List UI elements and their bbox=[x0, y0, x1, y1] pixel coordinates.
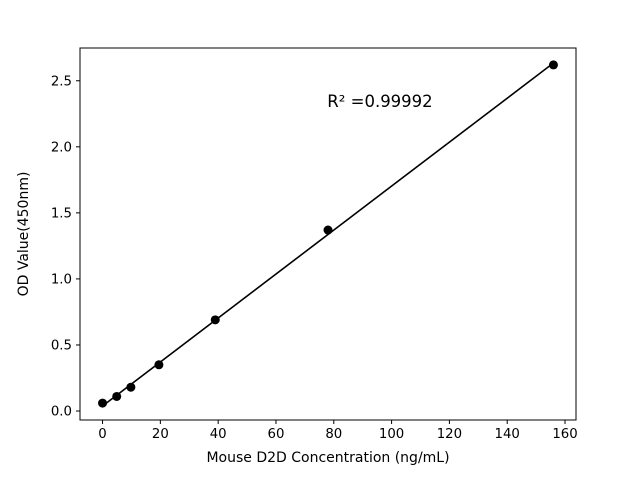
x-tick-label: 140 bbox=[495, 427, 520, 442]
y-axis-label: OD Value(450nm) bbox=[16, 172, 32, 297]
y-tick-label: 1.5 bbox=[51, 207, 72, 222]
data-point bbox=[112, 391, 122, 401]
data-point bbox=[323, 225, 333, 235]
data-point bbox=[154, 360, 164, 370]
data-point bbox=[210, 315, 220, 325]
plot-border bbox=[79, 47, 577, 421]
r-squared-annotation: R² =0.99992 bbox=[327, 92, 432, 111]
x-tick-label: 100 bbox=[379, 427, 404, 442]
data-point bbox=[126, 382, 136, 392]
y-tick-label: 2.5 bbox=[51, 74, 72, 89]
data-point bbox=[98, 398, 108, 408]
x-axis-label: Mouse D2D Concentration (ng/mL) bbox=[206, 450, 449, 466]
x-tick-label: 40 bbox=[210, 427, 227, 442]
y-tick-label: 0.0 bbox=[51, 405, 72, 420]
x-tick-label: 80 bbox=[325, 427, 342, 442]
x-tick-label: 0 bbox=[98, 427, 106, 442]
plot-layer: 0 20 40 60 80 100 120 140 160 0.0 0.5 1.0 1.5 2.0 2.5 bbox=[51, 47, 578, 442]
x-tick-label: 20 bbox=[152, 427, 169, 442]
x-tick-label: 120 bbox=[437, 427, 462, 442]
x-tick-label: 160 bbox=[552, 427, 577, 442]
data-point bbox=[548, 60, 558, 70]
x-tick-label: 60 bbox=[268, 427, 285, 442]
y-tick-label: 0.5 bbox=[51, 339, 72, 354]
y-tick-label: 2.0 bbox=[51, 141, 72, 156]
y-tick-label: 1.0 bbox=[51, 273, 72, 288]
